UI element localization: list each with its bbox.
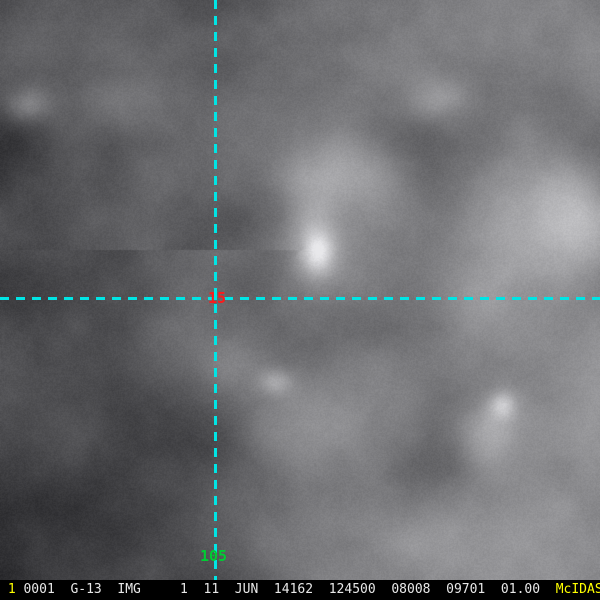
satellite-image-panel[interactable]: 15 105 [0, 0, 600, 580]
satellite-image-canvas[interactable] [0, 0, 600, 580]
status-bar-segment-0 [0, 580, 8, 600]
status-bar-segment-2: 0001 G-13 IMG 1 11 JUN 14162 124500 0800… [15, 582, 556, 597]
image-info-status-bar: 1 0001 G-13 IMG 1 11 JUN 14162 124500 08… [0, 580, 600, 600]
status-bar-segment-3: McIDAS [555, 582, 600, 597]
status-bar-segment-1: 1 [7, 582, 16, 597]
